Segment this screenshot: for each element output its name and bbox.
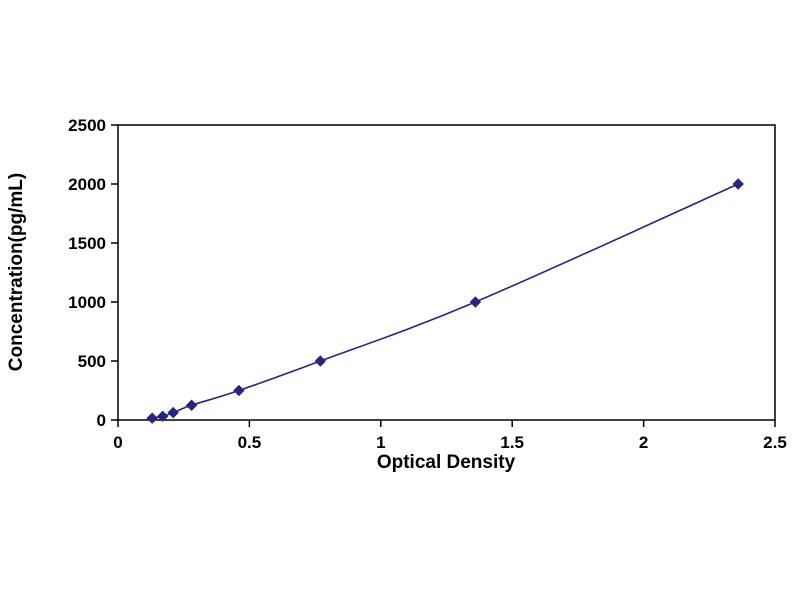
x-tick-label: 0.5 [238,433,262,452]
data-point-diamond [185,399,198,411]
x-tick-label: 0 [113,433,122,452]
y-tick-label: 0 [97,411,106,430]
data-point-diamond [233,384,245,397]
series-line [152,183,739,419]
x-tick-label: 2 [639,433,648,452]
x-tick-label: 2.5 [763,433,787,452]
plot-frame [117,124,776,421]
y-tick-label: 1500 [68,234,106,253]
y-tick-label: 1000 [68,293,106,312]
y-tick-label: 2500 [68,116,106,135]
y-axis-title: Concentration(pg/mL) [6,173,27,371]
y-tick-label: 500 [78,352,106,371]
x-axis-title: Optical Density [377,452,516,473]
data-point-diamond [146,412,158,424]
data-point-diamond [732,178,744,190]
data-point-diamond [156,410,169,423]
data-point-diamond [167,406,179,419]
data-point-diamond [314,355,327,367]
x-tick-label: 1 [376,433,385,452]
y-tick-label: 2000 [68,175,106,194]
x-tick-label: 1.5 [500,433,524,452]
data-point-diamond [469,296,482,308]
